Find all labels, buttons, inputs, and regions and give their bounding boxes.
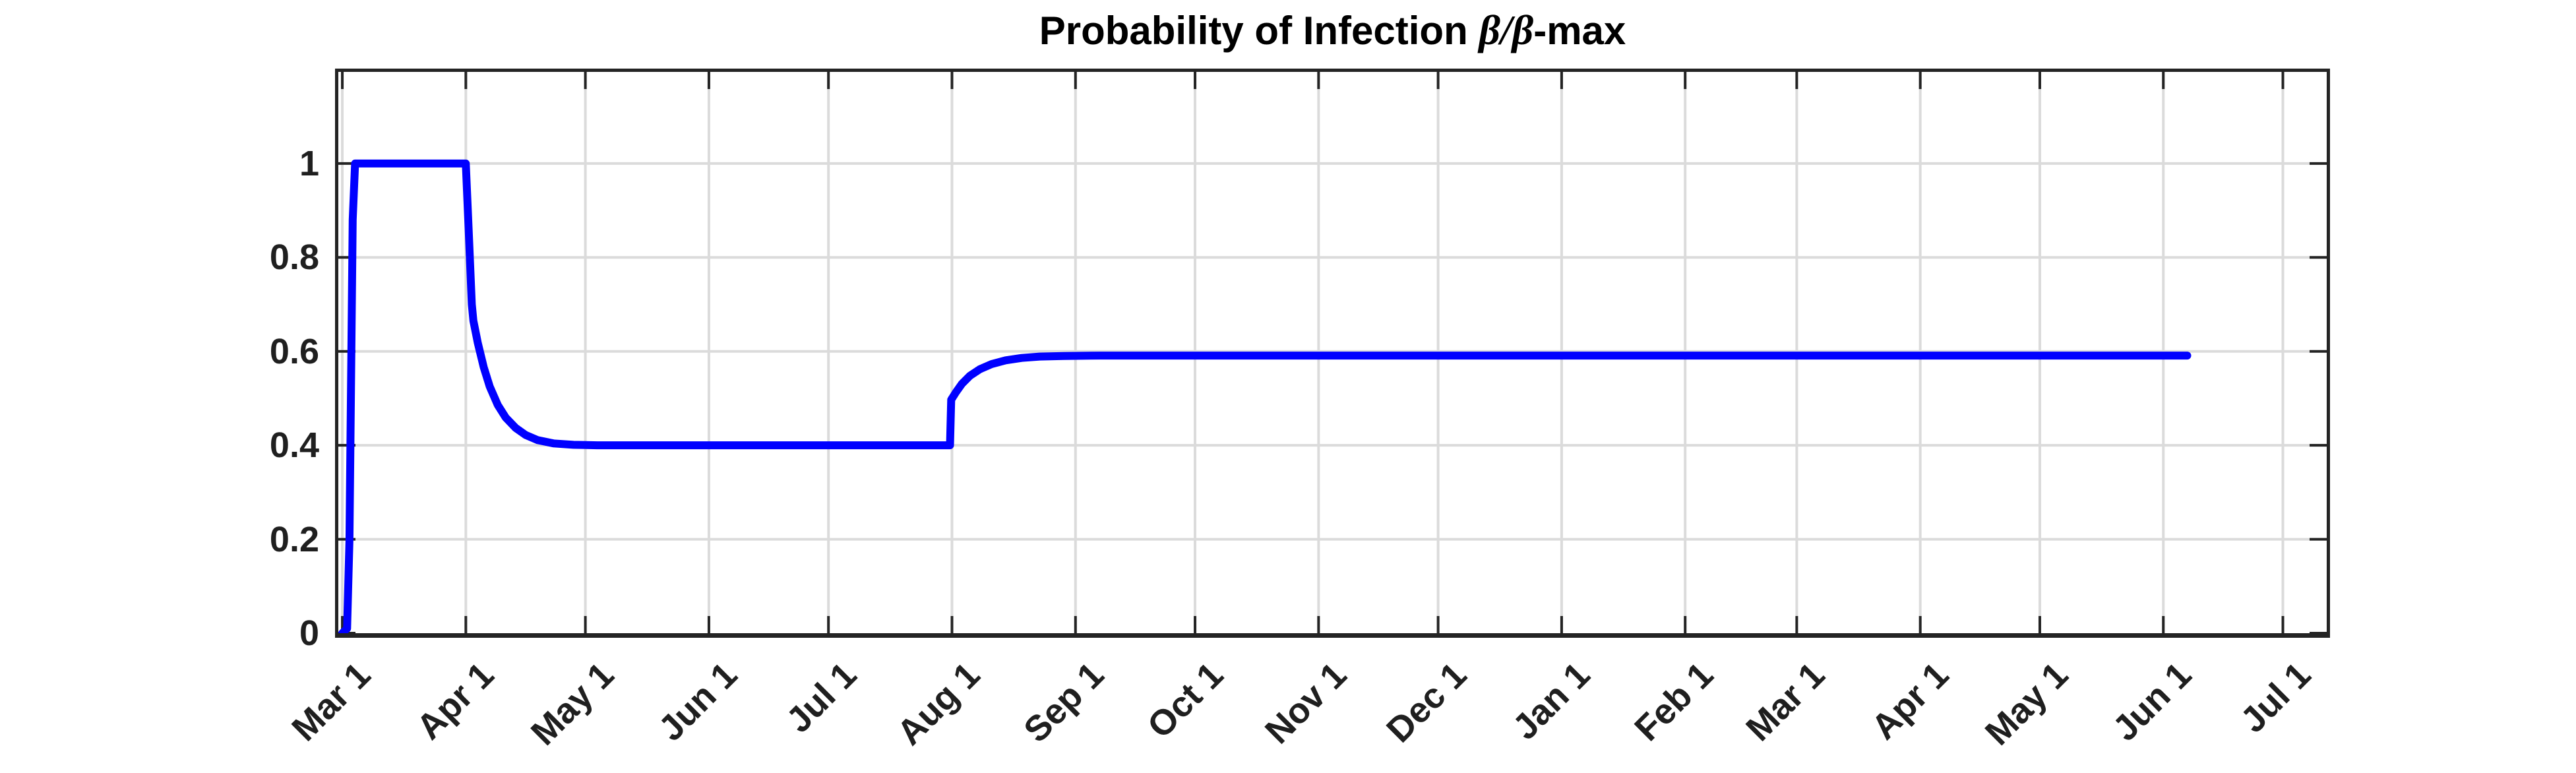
title-beta-symbol-2: β: [1512, 7, 1534, 53]
x-tick-label: Mar 1: [284, 654, 379, 749]
title-suffix: -max: [1533, 9, 1626, 53]
title-slash: /: [1500, 7, 1512, 53]
y-tick-label: 0.8: [269, 237, 319, 278]
x-tick-label: Jan 1: [1505, 654, 1598, 747]
plot-area: [335, 69, 2330, 638]
x-tick-label: Jul 1: [2233, 654, 2319, 741]
x-tick-label: Apr 1: [409, 654, 502, 747]
title-text: Probability of Infection: [1039, 9, 1479, 53]
x-tick-label: Dec 1: [1378, 654, 1474, 751]
x-tick-label: Jun 1: [2105, 654, 2199, 749]
x-tick-label: Jun 1: [651, 654, 745, 749]
y-tick-label: 0.2: [269, 519, 319, 559]
x-tick-label: Mar 1: [1738, 654, 1833, 749]
x-tick-label: Oct 1: [1140, 654, 1231, 746]
x-tick-label: Apr 1: [1863, 654, 1957, 747]
x-tick-label: Sep 1: [1016, 654, 1112, 751]
x-tick-label: Nov 1: [1258, 654, 1355, 752]
chart-title: Probability of Infection β/β-max: [335, 4, 2330, 56]
y-tick-label: 1: [299, 143, 319, 183]
x-tick-label: May 1: [523, 654, 621, 753]
x-tick-label: May 1: [1977, 654, 2076, 753]
x-tick-label: Feb 1: [1627, 654, 1721, 749]
x-tick-label: Jul 1: [779, 654, 865, 741]
y-tick-label: 0.6: [269, 331, 319, 371]
y-tick-label: 0: [299, 613, 319, 653]
plot-canvas: [338, 72, 2327, 633]
title-beta-symbol: β: [1479, 7, 1500, 53]
x-tick-label: Aug 1: [890, 654, 988, 753]
y-tick-label: 0.4: [269, 425, 319, 466]
infection-probability-line: [338, 159, 2192, 633]
